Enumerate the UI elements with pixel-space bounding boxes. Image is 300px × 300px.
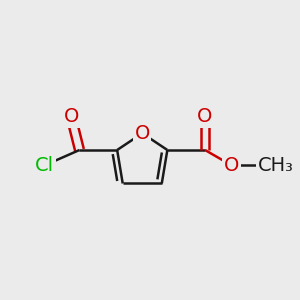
Text: CH₃: CH₃ [258,156,294,175]
Text: Cl: Cl [35,156,54,175]
Text: O: O [135,124,150,143]
Text: O: O [197,107,213,126]
Text: O: O [63,107,79,126]
Text: O: O [224,156,239,175]
